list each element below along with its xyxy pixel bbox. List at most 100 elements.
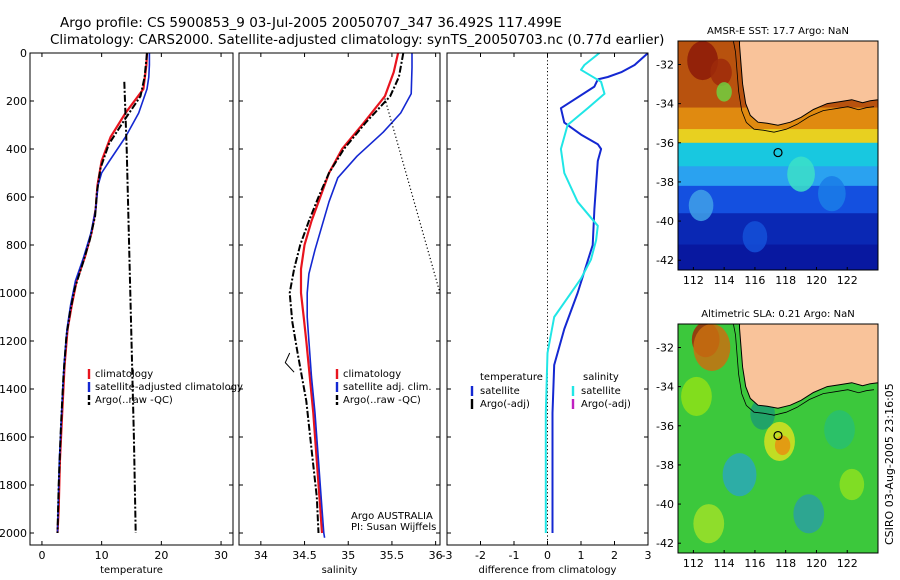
x-tick-label: -3 — [442, 549, 453, 562]
series-group — [56, 53, 151, 534]
annotation: PI: Susan Wijffels — [351, 522, 436, 533]
y-tick-label: -40 — [656, 498, 674, 511]
title-line-1: Argo profile: CS 5900853_9 03-Jul-2005 2… — [60, 15, 562, 31]
series-line-climatology — [299, 53, 400, 534]
field-patch — [716, 82, 732, 102]
x-tick-label: 114 — [714, 557, 735, 570]
field-patch — [693, 324, 731, 371]
y-tick-label: -38 — [656, 459, 674, 472]
x-tick-label: 36 — [429, 549, 443, 562]
side-timestamp: CSIRO 03-Aug-2005 23:16:05 — [883, 383, 896, 545]
legend-entry: climatology — [343, 369, 401, 380]
series-line-aux-3 — [384, 98, 440, 294]
legend: temperature satellite Argo(-adj) salinity sa… — [470, 372, 631, 410]
y-tick-label: 1200 — [0, 335, 27, 348]
x-tick-label: 30 — [214, 549, 228, 562]
land-mass — [738, 41, 878, 126]
field-patch — [742, 221, 768, 253]
series-group — [544, 53, 648, 545]
legend-group-title: salinity — [583, 372, 619, 383]
legend-entry: satellite adj. clim. — [343, 382, 432, 393]
x-tick-label: 116 — [744, 557, 765, 570]
series-line-satellite-adj-clim- — [306, 53, 413, 538]
legend-entry: satellite — [480, 386, 520, 397]
field-patch — [774, 435, 791, 456]
field-patch — [688, 189, 714, 222]
y-tick-label: 1800 — [0, 479, 27, 492]
field-patch — [818, 176, 846, 212]
y-tick-label: 2000 — [0, 527, 27, 540]
field-patch — [693, 504, 725, 544]
field-band — [678, 213, 878, 246]
title-line-2: Climatology: CARS2000. Satellite-adjuste… — [50, 32, 664, 48]
field-band — [678, 166, 878, 187]
legend-entry: Argo(-adj) — [581, 399, 631, 410]
field-band — [678, 129, 878, 144]
legend-entry: Argo(-adj) — [480, 399, 530, 410]
legend-entry: satellite — [581, 386, 621, 397]
y-tick-label: -32 — [656, 341, 674, 354]
field-patch — [681, 376, 712, 416]
legend: climatology satellite-adjusted climatolog… — [87, 369, 243, 406]
x-tick-label: 35 — [341, 549, 355, 562]
y-tick-label: 1400 — [0, 383, 27, 396]
y-tick-label: -36 — [656, 420, 674, 433]
x-tick-label: -1 — [509, 549, 520, 562]
y-tick-label: -42 — [656, 537, 674, 550]
legend-entry: satellite-adjusted climatology — [95, 382, 243, 393]
y-tick-label: 1000 — [0, 287, 27, 300]
x-tick-label: 112 — [683, 274, 704, 287]
x-tick-label: 116 — [744, 274, 765, 287]
y-tick-label: -36 — [656, 137, 674, 150]
x-tick-label: 114 — [714, 274, 735, 287]
map-title: Altimetric SLA: 0.21 Argo: NaN — [701, 309, 854, 320]
series-line-satellite-adjusted-climatology — [56, 53, 151, 534]
x-tick-label: 3 — [645, 549, 652, 562]
field-patch — [787, 156, 815, 192]
chart-root: 0 10 20 30020040060080010001200140016001800… — [0, 26, 879, 576]
legend-entry: Argo(..raw -QC) — [343, 395, 421, 406]
field-band — [678, 142, 878, 168]
x-tick-label: 1 — [578, 549, 585, 562]
x-tick-label: 0 — [38, 549, 45, 562]
y-tick-label: 600 — [6, 191, 27, 204]
y-tick-label: -40 — [656, 215, 674, 228]
y-tick-label: 200 — [6, 95, 27, 108]
shelf-contour — [733, 41, 875, 133]
x-axis-label: salinity — [322, 565, 358, 576]
x-tick-label: 120 — [806, 557, 827, 570]
field-patch — [839, 468, 865, 501]
annotation: Argo AUSTRALIA — [351, 511, 433, 522]
x-tick-label: 122 — [837, 557, 858, 570]
y-tick-label: 1600 — [0, 431, 27, 444]
x-tick-label: 112 — [683, 557, 704, 570]
map-field — [678, 41, 878, 270]
legend-group-title: temperature — [480, 372, 543, 383]
x-tick-label: 118 — [775, 274, 796, 287]
legend-entry: climatology — [95, 369, 153, 380]
x-tick-label: 35.5 — [380, 549, 405, 562]
profile-panel-2: 34 34.5 35 35.5 36 salinity Argo AUSTRALIAPI: … — [238, 52, 443, 576]
profile-panel-3: -3 -2 -1 0 1 2 3 difference from climatology tem… — [442, 52, 652, 576]
x-tick-label: 118 — [775, 557, 796, 570]
x-tick-label: 20 — [154, 549, 168, 562]
y-tick-label: -34 — [656, 98, 674, 111]
legend: climatology satellite adj. clim. Argo(..ra… — [335, 369, 432, 406]
map-frame — [677, 40, 879, 271]
series-line-satellite — [544, 53, 606, 533]
map-title: AMSR-E SST: 17.7 Argo: NaN — [707, 26, 849, 37]
axes-frame — [29, 52, 234, 546]
argo-position-marker — [773, 147, 783, 158]
y-tick-label: 400 — [6, 143, 27, 156]
field-patch — [710, 58, 732, 87]
field-patch — [722, 453, 757, 497]
x-tick-label: 122 — [837, 274, 858, 287]
series-line-aux-4 — [284, 352, 295, 373]
map-frame — [677, 323, 879, 554]
x-axis-label: temperature — [100, 565, 163, 576]
y-tick-label: 0 — [20, 47, 27, 60]
legend-entry: Argo(..raw -QC) — [95, 395, 173, 406]
series-line-aux-3 — [123, 81, 137, 534]
y-tick-label: 800 — [6, 239, 27, 252]
x-tick-label: -2 — [475, 549, 486, 562]
